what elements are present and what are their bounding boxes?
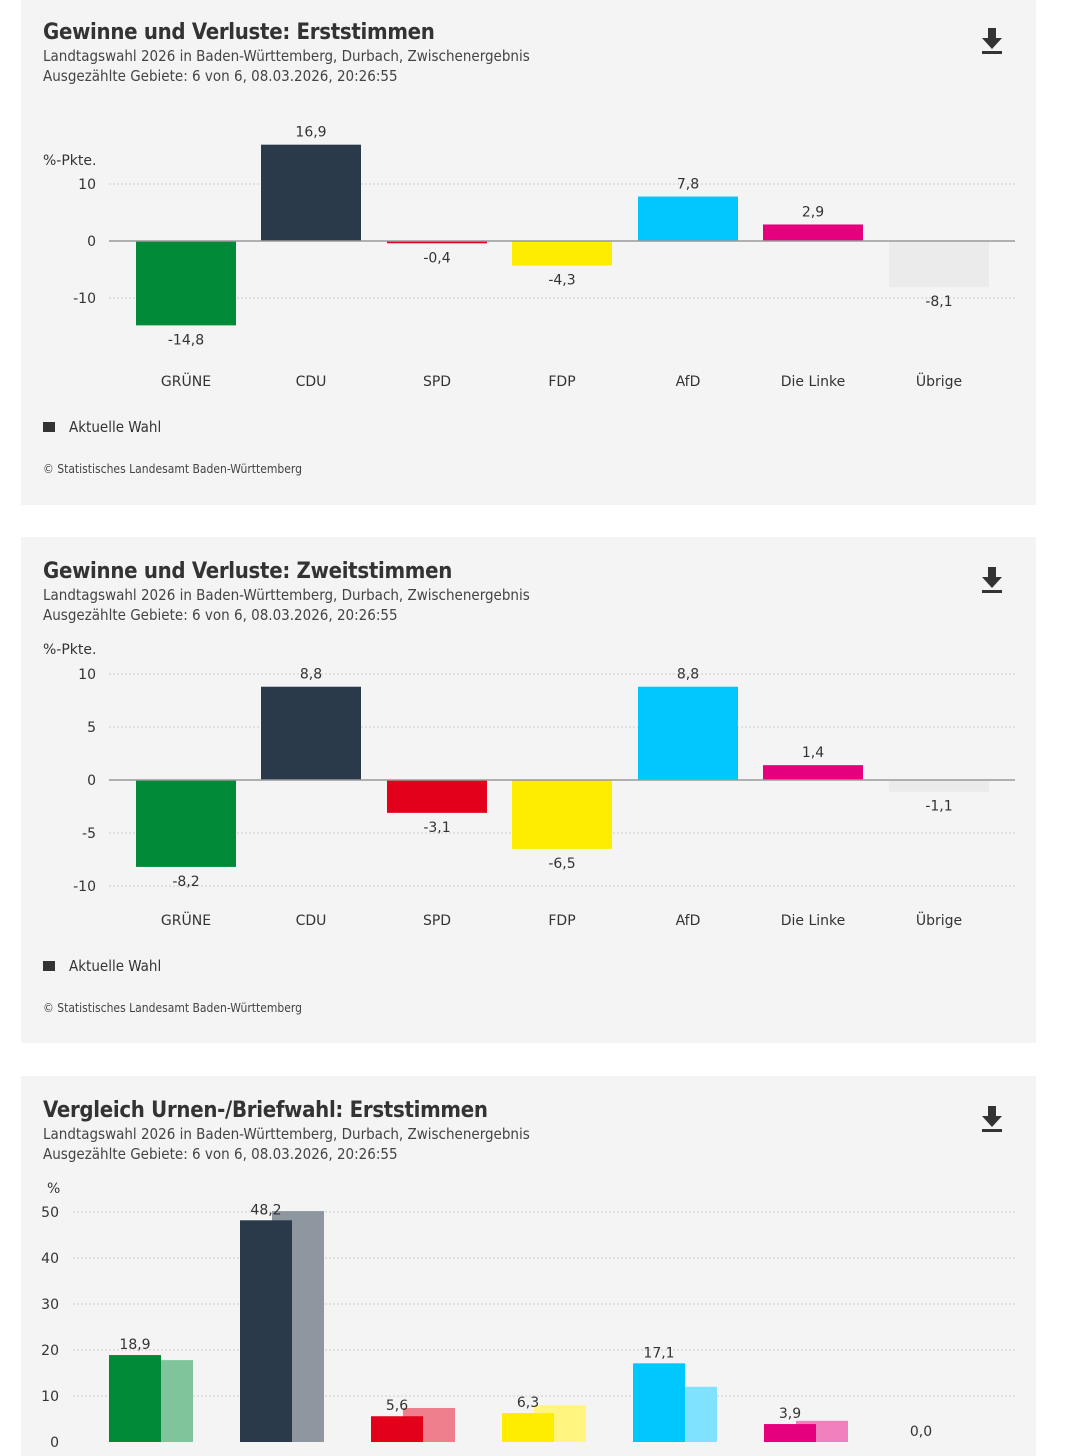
bar-CDU bbox=[261, 686, 361, 780]
legend-swatch bbox=[43, 961, 55, 971]
x-tick-label: Die Linke bbox=[781, 374, 846, 390]
bar-Die Linke bbox=[763, 224, 863, 241]
x-tick-label: Übrige bbox=[916, 372, 962, 390]
data-label: 5,6 bbox=[386, 1398, 408, 1414]
data-label: 3,9 bbox=[779, 1406, 801, 1422]
chart-plot: %-Pkte. 10 5 0 -5 -10 -8,2 GRÜNE 8,8 CDU -3,1 SPD -6… bbox=[43, 642, 1015, 929]
data-label: 8,8 bbox=[677, 667, 699, 683]
x-tick-label: SPD bbox=[423, 374, 451, 390]
download-icon[interactable] bbox=[979, 1104, 1005, 1134]
data-label: -1,1 bbox=[925, 799, 952, 815]
y-tick-label: -10 bbox=[73, 291, 96, 307]
x-tick-label: GRÜNE bbox=[161, 911, 211, 929]
data-label: 6,3 bbox=[517, 1395, 539, 1411]
data-label: 16,9 bbox=[295, 125, 326, 141]
x-tick-label: FDP bbox=[548, 374, 575, 390]
y-tick-label: -10 bbox=[73, 879, 96, 895]
data-label: 48,2 bbox=[250, 1202, 281, 1218]
data-label: 18,9 bbox=[119, 1337, 150, 1353]
download-icon[interactable] bbox=[979, 26, 1005, 56]
bar-SPD bbox=[387, 241, 487, 244]
chart-status: Ausgezählte Gebiete: 6 von 6, 08.03.2026… bbox=[43, 606, 398, 624]
x-tick-label: GRÜNE bbox=[161, 372, 211, 390]
bar-FDP bbox=[512, 780, 612, 849]
data-label: -6,5 bbox=[548, 856, 575, 872]
data-label: 0,0 bbox=[910, 1424, 932, 1440]
data-label: -14,8 bbox=[168, 332, 204, 348]
x-tick-label: AfD bbox=[676, 374, 701, 390]
bar-series-1 bbox=[109, 1355, 161, 1442]
bar-AfD bbox=[638, 196, 738, 241]
x-tick-label: CDU bbox=[296, 374, 327, 390]
y-axis-label: % bbox=[47, 1181, 60, 1197]
data-label: 1,4 bbox=[802, 745, 824, 761]
data-label: 2,9 bbox=[802, 204, 824, 220]
bar-CDU bbox=[261, 144, 361, 241]
y-tick-label: 50 bbox=[41, 1205, 59, 1221]
chart-subtitle: Landtagswahl 2026 in Baden-Württemberg, … bbox=[43, 47, 530, 65]
chart-subtitle: Landtagswahl 2026 in Baden-Württemberg, … bbox=[43, 1125, 530, 1143]
x-tick-label: FDP bbox=[548, 913, 575, 929]
bar-Übrige bbox=[889, 780, 989, 792]
data-label: -8,1 bbox=[925, 294, 952, 310]
chart-subtitle: Landtagswahl 2026 in Baden-Württemberg, … bbox=[43, 586, 530, 604]
x-tick-label: Übrige bbox=[916, 911, 962, 929]
chart-title: Gewinne und Verluste: Zweitstimmen bbox=[43, 559, 453, 584]
data-label: -4,3 bbox=[548, 273, 575, 289]
legend-item: Aktuelle Wahl bbox=[43, 957, 161, 975]
y-tick-label: 5 bbox=[87, 720, 96, 736]
chart-card-3: Vergleich Urnen-/Briefwahl: Erststimmen … bbox=[21, 1076, 1036, 1456]
y-tick-label: 30 bbox=[41, 1297, 59, 1313]
y-tick-label: 40 bbox=[41, 1251, 59, 1267]
y-tick-label: 10 bbox=[78, 667, 96, 683]
y-tick-label: 10 bbox=[78, 177, 96, 193]
data-label: -3,1 bbox=[423, 820, 450, 836]
chart-plot: % 50 40 30 20 10 0 18,9 48,2 5,6 6,3 17,1 3,9 0,0 bbox=[41, 1181, 1015, 1451]
y-tick-label: 0 bbox=[87, 773, 96, 789]
data-label: -0,4 bbox=[423, 250, 450, 266]
legend-label: Aktuelle Wahl bbox=[69, 418, 162, 436]
y-axis-label: %-Pkte. bbox=[43, 642, 96, 658]
bar-Die Linke bbox=[763, 765, 863, 780]
chart-card-1: Gewinne und Verluste: Erststimmen Landta… bbox=[21, 0, 1036, 505]
bar-series-1 bbox=[371, 1416, 423, 1442]
chart-title: Vergleich Urnen-/Briefwahl: Erststimmen bbox=[43, 1098, 488, 1123]
chart-status: Ausgezählte Gebiete: 6 von 6, 08.03.2026… bbox=[43, 1145, 398, 1163]
bar-GRÜNE bbox=[136, 241, 236, 326]
download-icon[interactable] bbox=[979, 565, 1005, 595]
bar-GRÜNE bbox=[136, 780, 236, 867]
bar-series-1 bbox=[240, 1220, 292, 1442]
copyright: © Statistisches Landesamt Baden-Württemb… bbox=[43, 1001, 303, 1015]
x-tick-label: Die Linke bbox=[781, 913, 846, 929]
chart-status: Ausgezählte Gebiete: 6 von 6, 08.03.2026… bbox=[43, 67, 398, 85]
legend-item: Aktuelle Wahl bbox=[43, 418, 161, 436]
data-label: 17,1 bbox=[643, 1345, 674, 1361]
x-tick-label: AfD bbox=[676, 913, 701, 929]
legend-label: Aktuelle Wahl bbox=[69, 957, 162, 975]
bar-series-1 bbox=[633, 1363, 685, 1442]
bar-series-1 bbox=[764, 1424, 816, 1442]
bar-SPD bbox=[387, 780, 487, 813]
bar-AfD bbox=[638, 686, 738, 780]
data-label: -8,2 bbox=[172, 874, 199, 890]
y-tick-label: 0 bbox=[50, 1435, 59, 1451]
data-label: 7,8 bbox=[677, 177, 699, 193]
bar-FDP bbox=[512, 241, 612, 266]
legend-swatch bbox=[43, 422, 55, 432]
bar-series-1 bbox=[502, 1413, 554, 1442]
chart-plot: %-Pkte. 10 0 -10 -14,8 GRÜNE 16,9 CDU -0,4 SPD -4,… bbox=[43, 125, 1015, 390]
y-axis-label: %-Pkte. bbox=[43, 153, 96, 169]
data-label: 8,8 bbox=[300, 667, 322, 683]
chart-title: Gewinne und Verluste: Erststimmen bbox=[43, 20, 435, 45]
chart-card-2: Gewinne und Verluste: Zweitstimmen Landt… bbox=[21, 537, 1036, 1043]
y-tick-label: 10 bbox=[41, 1389, 59, 1405]
x-tick-label: SPD bbox=[423, 913, 451, 929]
copyright: © Statistisches Landesamt Baden-Württemb… bbox=[43, 462, 303, 476]
y-tick-label: 0 bbox=[87, 234, 96, 250]
bar-Übrige bbox=[889, 241, 989, 288]
x-tick-label: CDU bbox=[296, 913, 327, 929]
y-tick-label: 20 bbox=[41, 1343, 59, 1359]
y-tick-label: -5 bbox=[82, 826, 96, 842]
